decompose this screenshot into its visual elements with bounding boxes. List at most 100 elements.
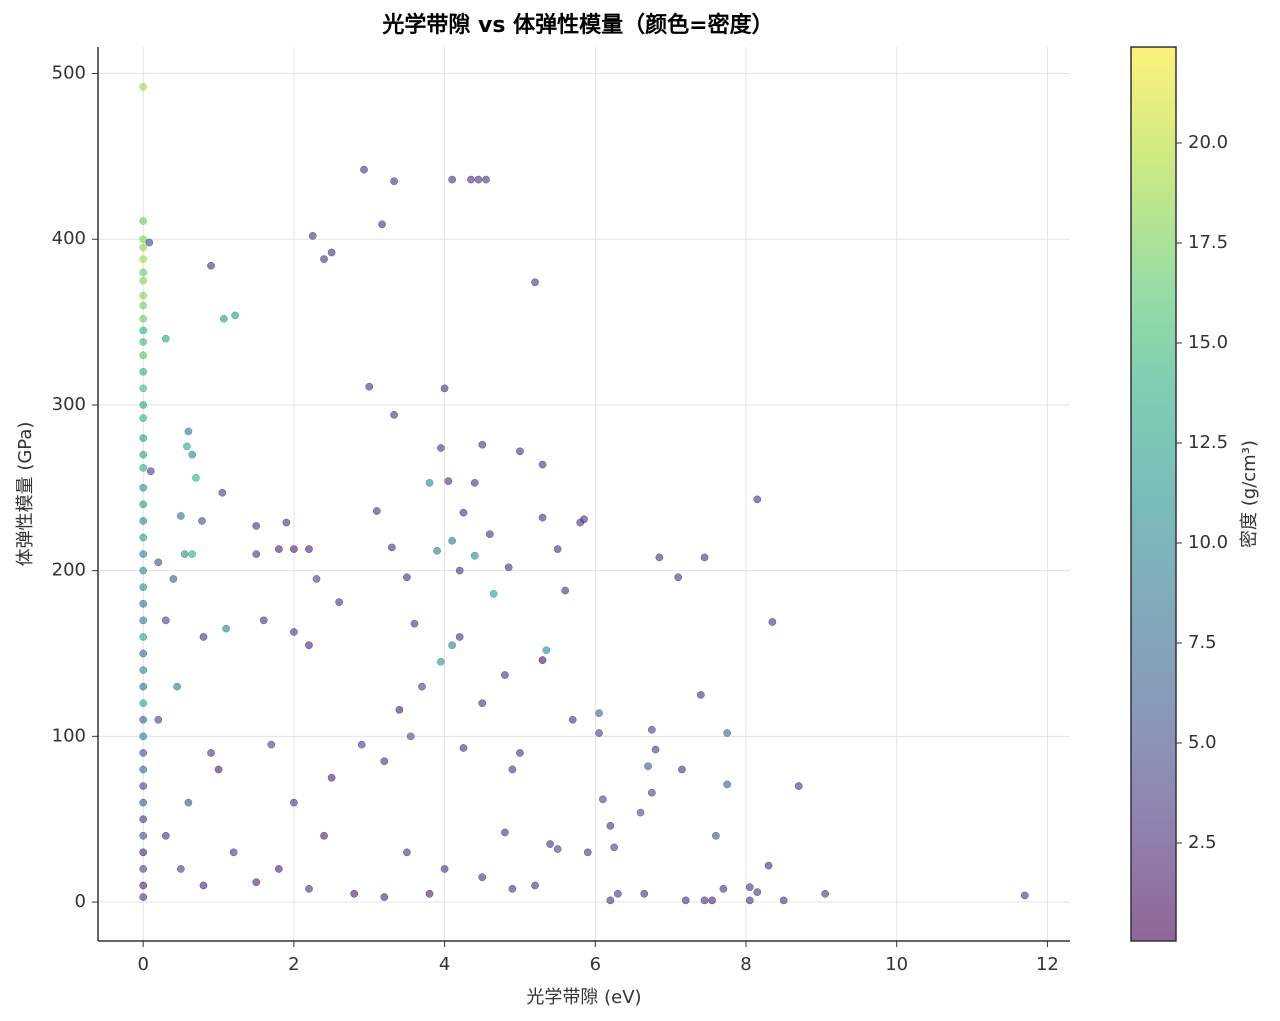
scatter-point xyxy=(418,682,426,691)
scatter-point xyxy=(794,782,803,790)
scatter-point xyxy=(561,586,570,595)
scatter-point xyxy=(139,765,148,774)
scatter-point xyxy=(139,464,148,472)
scatter-point xyxy=(139,384,148,393)
scatter-point xyxy=(267,740,276,749)
scatter-point xyxy=(282,518,291,527)
y-tick-label: 300 xyxy=(52,394,86,415)
scatter-point xyxy=(139,550,148,558)
scatter-point xyxy=(470,551,479,560)
scatter-point xyxy=(768,618,777,626)
scatter-point xyxy=(290,545,298,553)
scatter-point xyxy=(274,545,283,553)
scatter-point xyxy=(139,599,148,608)
scatter-point xyxy=(467,175,475,184)
scatter-point xyxy=(183,442,191,451)
scatter-point xyxy=(395,705,404,714)
scatter-point xyxy=(207,261,215,270)
scatter-point xyxy=(459,744,468,752)
scatter-point xyxy=(516,447,524,456)
scatter-point xyxy=(478,699,487,708)
scatter-point xyxy=(595,729,603,737)
scatter-point xyxy=(482,175,490,184)
scatter-point xyxy=(252,550,261,558)
scatter-point xyxy=(436,444,445,452)
scatter-point xyxy=(229,848,238,857)
colorbar-tick-label: 10.0 xyxy=(1188,532,1228,553)
scatter-point xyxy=(139,414,148,423)
scatter-point xyxy=(678,765,686,774)
scatter-point xyxy=(305,641,313,650)
scatter-point xyxy=(610,843,618,852)
scatter-point xyxy=(188,450,197,459)
scatter-point xyxy=(436,657,445,666)
scatter-point xyxy=(154,558,163,567)
scatter-point xyxy=(139,401,148,409)
scatter-point xyxy=(459,508,468,517)
x-tick-label: 6 xyxy=(590,954,601,975)
scatter-point xyxy=(231,311,239,320)
scatter-point xyxy=(139,699,148,708)
scatter-point xyxy=(719,884,728,893)
colorbar-tick-label: 20.0 xyxy=(1188,132,1228,153)
scatter-point xyxy=(139,749,148,757)
scatter-point xyxy=(700,553,709,562)
scatter-point xyxy=(764,861,773,870)
scatter-point xyxy=(598,795,607,804)
scatter-point xyxy=(448,536,456,545)
y-tick-label: 500 xyxy=(52,63,86,84)
scatter-point xyxy=(139,666,148,674)
scatter-point xyxy=(478,440,487,449)
scatter-point xyxy=(651,745,660,754)
scatter-point xyxy=(440,865,449,873)
scatter-point xyxy=(640,889,649,898)
scatter-point xyxy=(146,467,155,476)
scatter-point xyxy=(290,798,298,807)
scatter-point xyxy=(655,553,664,562)
scatter-point xyxy=(723,729,732,737)
scatter-point xyxy=(606,896,615,905)
chart-title: 光学带隙 vs 体弹性模量（颜色=密度） xyxy=(381,12,773,38)
x-tick-label: 8 xyxy=(740,954,751,975)
scatter-point xyxy=(305,884,313,893)
scatter-point xyxy=(538,513,547,522)
scatter-point xyxy=(327,773,336,782)
scatter-point xyxy=(504,563,513,572)
scatter-point xyxy=(380,893,389,901)
scatter-point xyxy=(553,845,562,853)
scatter-point xyxy=(614,889,622,898)
scatter-point xyxy=(745,883,754,891)
scatter-point xyxy=(173,682,181,691)
x-tick-label: 4 xyxy=(439,954,450,975)
scatter-point xyxy=(489,589,498,598)
scatter-point xyxy=(218,488,227,497)
scatter-point xyxy=(308,232,317,240)
scatter-point xyxy=(516,749,524,757)
scatter-point xyxy=(169,575,178,583)
scatter-point xyxy=(440,384,449,393)
colorbar-tick-label: 2.5 xyxy=(1188,832,1217,853)
scatter-point xyxy=(448,175,456,184)
scatter-point xyxy=(455,633,464,641)
scatter-point xyxy=(406,732,415,741)
scatter-point xyxy=(139,243,148,252)
scatter-point xyxy=(433,546,441,555)
scatter-point xyxy=(700,896,709,905)
scatter-point xyxy=(365,382,374,391)
scatter-point xyxy=(139,566,148,575)
scatter-point xyxy=(161,831,170,840)
scatter-point xyxy=(139,715,148,724)
scatter-point xyxy=(139,434,148,442)
colorbar-tick-label: 15.0 xyxy=(1188,332,1228,353)
scatter-point xyxy=(478,873,487,882)
y-tick-label: 200 xyxy=(52,560,86,581)
scatter-point xyxy=(139,301,148,310)
scatter-point xyxy=(207,749,215,757)
scatter-point xyxy=(681,896,690,905)
scatter-point xyxy=(644,762,652,771)
scatter-point xyxy=(425,889,434,898)
scatter-point xyxy=(501,828,509,837)
scatter-point xyxy=(161,334,170,343)
scatter-point xyxy=(388,543,396,552)
scatter-point xyxy=(410,619,419,628)
